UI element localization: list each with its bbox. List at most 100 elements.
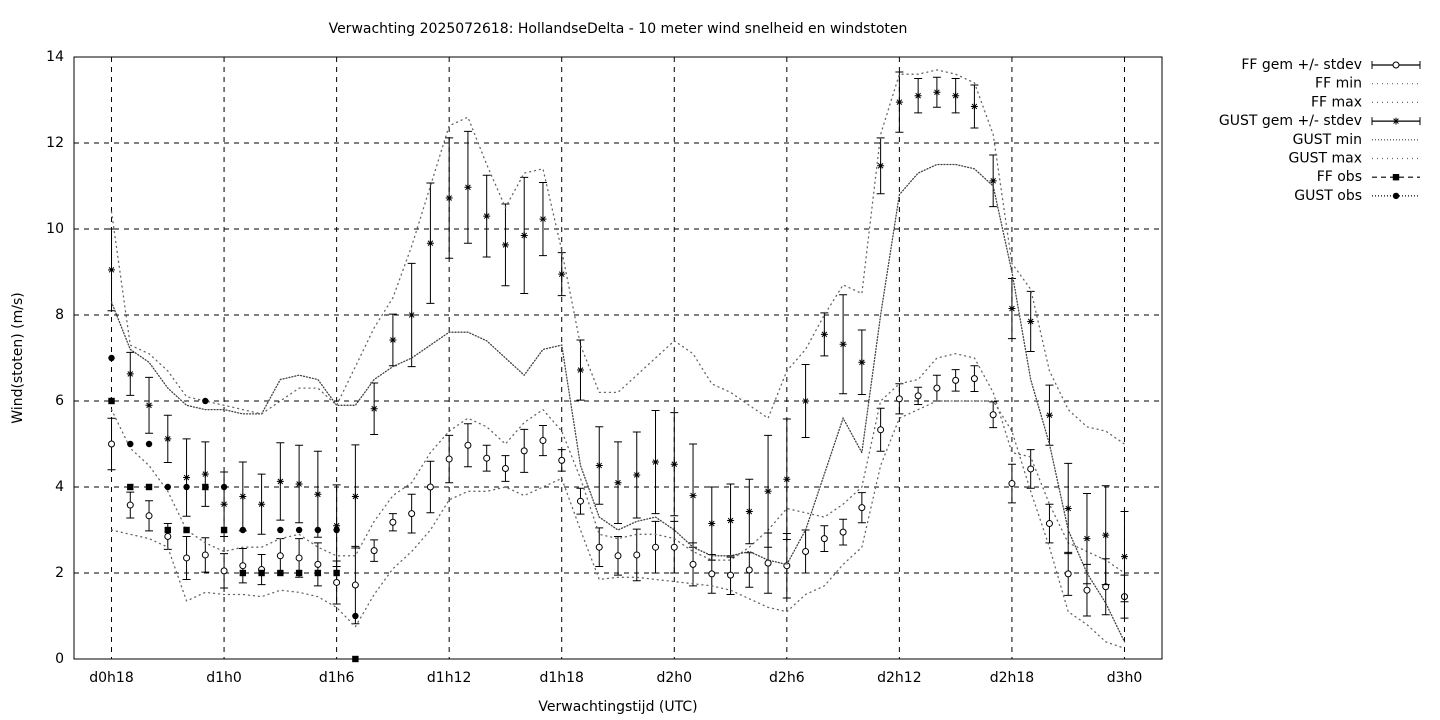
- data-point: [127, 483, 134, 491]
- data-point: [277, 526, 284, 534]
- data-point: [933, 384, 941, 392]
- legend-label: GUST min: [1293, 132, 1362, 148]
- data-point: [1027, 465, 1035, 473]
- data-point: [1064, 570, 1072, 578]
- data-point: [952, 376, 960, 384]
- legend-label: FF gem +/- stdev: [1241, 57, 1362, 73]
- legend-label: FF min: [1315, 76, 1362, 92]
- data-point: [914, 92, 922, 100]
- data-point: [145, 512, 153, 520]
- chart-title: Verwachting 2025072618: HollandseDelta -…: [329, 21, 908, 37]
- data-point: [333, 578, 341, 586]
- data-point: [126, 501, 134, 509]
- data-point: [220, 500, 228, 508]
- data-point: [201, 551, 209, 559]
- data-point: [483, 212, 491, 220]
- x-tick-label: d1h12: [427, 670, 471, 686]
- data-point: [970, 102, 978, 110]
- data-point: [539, 215, 547, 223]
- data-point: [408, 311, 416, 319]
- data-point: [708, 570, 716, 578]
- data-point: [164, 526, 171, 534]
- x-tick-label: d1h18: [539, 670, 583, 686]
- data-point: [277, 569, 284, 577]
- legend-marker: [1392, 61, 1400, 69]
- y-axis-label: Wind(stoten) (m/s): [10, 292, 26, 423]
- data-point: [633, 471, 641, 479]
- data-point: [989, 177, 997, 185]
- y-tick-label: 8: [55, 307, 64, 323]
- data-point: [576, 497, 584, 505]
- data-point: [783, 475, 791, 483]
- data-point: [895, 395, 903, 403]
- x-tick-label: d2h18: [990, 670, 1034, 686]
- data-point: [295, 554, 303, 562]
- data-point: [145, 440, 153, 448]
- data-point: [689, 560, 697, 568]
- data-point: [202, 483, 209, 491]
- data-point: [501, 241, 509, 249]
- data-point: [426, 483, 434, 491]
- data-point: [239, 562, 247, 570]
- data-point: [952, 92, 960, 100]
- data-point: [501, 465, 509, 473]
- data-point: [183, 474, 191, 482]
- data-point: [202, 397, 209, 405]
- legend-label: GUST max: [1289, 151, 1363, 167]
- data-point: [858, 358, 866, 366]
- data-point: [389, 518, 397, 526]
- data-point: [314, 526, 322, 534]
- data-point: [1045, 411, 1053, 419]
- data-point: [389, 336, 397, 344]
- y-tick-label: 6: [55, 393, 64, 409]
- data-point: [464, 441, 472, 449]
- data-point: [1008, 480, 1016, 488]
- data-point: [652, 543, 660, 551]
- range-line: [110, 400, 1126, 649]
- data-point: [351, 581, 359, 589]
- data-point: [670, 460, 678, 468]
- data-point: [839, 340, 847, 348]
- range-line: [110, 163, 1126, 643]
- data-point: [164, 532, 172, 540]
- data-point: [333, 526, 340, 534]
- data-point: [802, 548, 810, 555]
- data-point: [108, 266, 116, 274]
- data-point: [1064, 505, 1072, 512]
- data-point: [764, 487, 772, 495]
- legend-marker: [1392, 117, 1400, 125]
- data-point: [164, 435, 172, 443]
- data-point: [108, 397, 115, 405]
- data-point: [1102, 531, 1110, 539]
- data-point: [877, 162, 885, 170]
- data-point: [464, 183, 472, 191]
- legend-label: FF obs: [1317, 169, 1362, 185]
- data-point: [727, 517, 735, 525]
- data-point: [295, 526, 303, 534]
- data-point: [183, 554, 191, 562]
- legend-marker: [1392, 174, 1400, 181]
- x-tick-label: d0h18: [89, 670, 133, 686]
- data-point: [745, 566, 753, 574]
- data-point: [520, 231, 528, 239]
- data-point: [352, 612, 359, 620]
- legend-marker: [1392, 192, 1400, 200]
- data-point: [839, 528, 847, 536]
- data-point: [614, 479, 622, 487]
- data-point: [614, 552, 622, 560]
- data-point: [989, 411, 997, 419]
- data-point: [558, 456, 566, 464]
- data-point: [183, 483, 190, 491]
- data-point: [145, 401, 153, 409]
- data-point: [1083, 535, 1091, 543]
- data-point: [595, 543, 603, 551]
- data-point: [333, 522, 341, 530]
- legend-label: FF max: [1311, 94, 1362, 110]
- data-point: [126, 370, 134, 378]
- data-point: [483, 454, 491, 462]
- x-tick-label: d1h0: [206, 670, 242, 686]
- x-axis-label: Verwachtingstijd (UTC): [538, 699, 697, 715]
- data-point: [108, 440, 116, 448]
- y-tick-label: 4: [55, 479, 64, 495]
